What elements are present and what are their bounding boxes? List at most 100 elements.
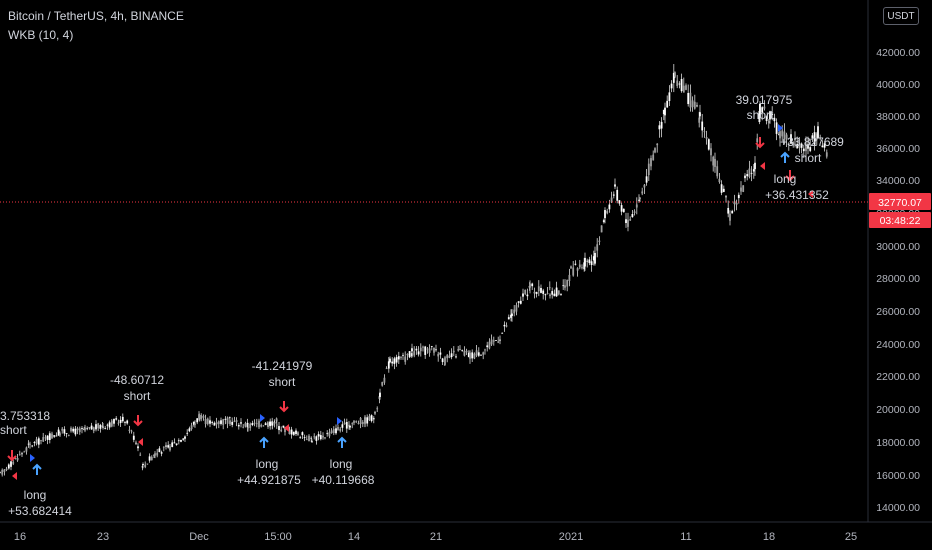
- signal-label: long: [24, 488, 47, 502]
- candle-body: [467, 352, 470, 357]
- candle-body: [18, 454, 21, 456]
- candle-body: [620, 205, 623, 212]
- candle-body: [664, 107, 666, 116]
- candle-body: [104, 427, 107, 429]
- candle-body: [689, 92, 692, 108]
- candle-body: [361, 422, 364, 425]
- candle-body: [349, 425, 351, 428]
- candle-body: [733, 201, 736, 205]
- candle-body: [213, 422, 216, 426]
- candle-body: [600, 225, 603, 233]
- candle-body: [23, 451, 26, 453]
- candle-body: [280, 429, 283, 432]
- candle-body: [290, 429, 293, 435]
- candle-body: [21, 453, 23, 455]
- candle-body: [813, 132, 816, 145]
- candle-body: [25, 447, 28, 452]
- candle-body: [497, 341, 500, 343]
- candle-body: [465, 350, 468, 353]
- candle-body: [48, 433, 51, 441]
- candle-body: [557, 290, 560, 295]
- x-tick-label: 21: [430, 531, 442, 543]
- candle-body: [308, 435, 310, 442]
- candle-body: [391, 361, 394, 364]
- candle-body: [273, 422, 276, 424]
- x-tick-label: Dec: [189, 531, 209, 543]
- candle-body: [65, 433, 68, 435]
- signal-label: short: [269, 375, 296, 389]
- candle-body: [242, 426, 245, 428]
- candle-body: [228, 417, 231, 419]
- candle-body: [40, 440, 42, 442]
- short-marker: [760, 162, 765, 170]
- candle-body: [154, 453, 156, 456]
- signal-label: long: [330, 457, 353, 471]
- candle-body: [305, 439, 308, 441]
- candle-body: [353, 420, 355, 423]
- candle-body: [404, 356, 407, 362]
- y-tick-label: 38000.00: [876, 111, 920, 123]
- candle-body: [584, 257, 586, 267]
- candle-body: [102, 426, 104, 428]
- candle-body: [345, 421, 348, 429]
- candle-body: [631, 214, 634, 218]
- candle-body: [662, 109, 665, 115]
- candle-body: [162, 446, 165, 448]
- y-tick-label: 42000.00: [876, 47, 920, 59]
- candle-body: [540, 287, 542, 293]
- candle-body: [78, 428, 81, 432]
- candle-body: [160, 452, 163, 454]
- candle-body: [748, 168, 751, 177]
- candle-body: [618, 200, 621, 204]
- candle-body: [299, 437, 302, 439]
- candle-body: [417, 351, 420, 355]
- currency-button[interactable]: USDT: [883, 7, 919, 25]
- y-tick-label: 40000.00: [876, 79, 920, 91]
- indicator-label[interactable]: WKB (10, 4): [8, 28, 74, 42]
- x-tick-label: 16: [14, 531, 26, 543]
- candle-body: [480, 354, 482, 356]
- candle-body: [811, 135, 814, 139]
- candle-body: [215, 422, 218, 425]
- long-marker: [30, 454, 35, 462]
- candle-body: [126, 420, 129, 424]
- candle-body: [53, 435, 56, 437]
- short-arrow: [755, 137, 765, 149]
- candle-body: [809, 147, 812, 151]
- candle-body: [165, 445, 167, 447]
- candle-body: [511, 313, 513, 316]
- candle-body: [233, 420, 236, 422]
- candle-body: [639, 197, 641, 199]
- candle-body: [714, 158, 716, 167]
- candle-body: [132, 435, 135, 440]
- long-marker: [260, 414, 265, 422]
- candle-body: [182, 438, 185, 440]
- candle-body: [576, 268, 579, 271]
- candle-body: [156, 452, 159, 456]
- candle-body: [707, 139, 710, 150]
- candle-body: [211, 422, 214, 423]
- signal-value: 3.753318: [0, 409, 50, 423]
- candle-body: [124, 421, 126, 423]
- candle-body: [196, 418, 199, 423]
- candle-body: [402, 354, 404, 356]
- candle-body: [660, 121, 663, 129]
- candle-body: [455, 356, 457, 358]
- candle-body: [775, 122, 778, 134]
- candle-body: [746, 174, 749, 177]
- candle-body: [510, 314, 512, 318]
- candle-body: [42, 437, 45, 442]
- candle-body: [718, 178, 721, 183]
- candle-body: [805, 143, 807, 152]
- candle-body: [699, 112, 701, 117]
- candle-body: [44, 437, 47, 439]
- short-marker: [284, 424, 289, 432]
- candle-body: [226, 417, 229, 424]
- candle-body: [517, 301, 520, 303]
- candle-body: [488, 341, 491, 349]
- candle-body: [424, 346, 427, 355]
- candle-body: [141, 466, 144, 468]
- candle-body: [647, 163, 650, 176]
